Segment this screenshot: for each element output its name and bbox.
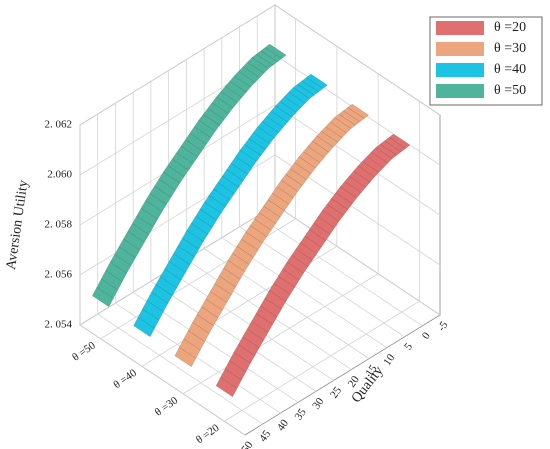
legend-swatch xyxy=(436,21,484,35)
z-axis-label: Aversion Utility xyxy=(4,179,31,271)
x-tick-label: 40 xyxy=(275,417,291,433)
x-tick-label: 0 xyxy=(420,330,433,342)
x-tick-label: 50 xyxy=(239,439,255,449)
x-tick-label: 35 xyxy=(293,406,309,422)
z-tick-label: 2. 056 xyxy=(45,269,73,281)
x-tick-label: 30 xyxy=(310,395,326,411)
y-tick-label: θ =40 xyxy=(111,367,139,392)
grid-line xyxy=(182,273,379,395)
y-tick-label: θ =30 xyxy=(153,394,181,419)
legend: θ =20 θ =30 θ =40 θ =50 xyxy=(429,16,543,106)
grid-line xyxy=(79,4,276,126)
legend-swatch xyxy=(436,63,484,77)
surface-patch xyxy=(133,317,155,338)
legend-swatch xyxy=(436,42,484,56)
grid-line xyxy=(274,104,441,216)
x-tick-label: 25 xyxy=(328,384,344,400)
grid-line xyxy=(274,204,441,316)
z-tick-label: 2.060 xyxy=(47,169,72,181)
z-tick-label: 2. 062 xyxy=(45,119,73,131)
x-tick-label: 45 xyxy=(257,428,273,444)
grid-line xyxy=(224,300,420,422)
surface-patch xyxy=(174,347,197,368)
grid-line xyxy=(239,226,405,338)
z-tick-label: 2. 058 xyxy=(45,219,73,231)
legend-label: θ =40 xyxy=(494,62,526,77)
z-tick-label: 2. 054 xyxy=(45,319,73,331)
x-tick-label: -5 xyxy=(435,319,450,334)
x-tick-label: 10 xyxy=(381,352,397,368)
surface-patch xyxy=(215,377,238,398)
legend-label: θ =20 xyxy=(494,20,526,35)
legend-swatch xyxy=(436,84,484,98)
grid-line xyxy=(257,215,423,327)
grid-line xyxy=(274,4,441,116)
legend-label: θ =30 xyxy=(494,41,526,56)
grid-line xyxy=(150,281,317,392)
y-tick-label: θ =50 xyxy=(70,339,98,364)
y-tick-label: θ =20 xyxy=(194,422,222,447)
grid-line xyxy=(97,313,263,425)
surface-patch xyxy=(92,287,114,308)
x-tick-label: 5 xyxy=(402,341,415,353)
grid-line xyxy=(79,324,246,436)
legend-label: θ =50 xyxy=(494,83,526,98)
